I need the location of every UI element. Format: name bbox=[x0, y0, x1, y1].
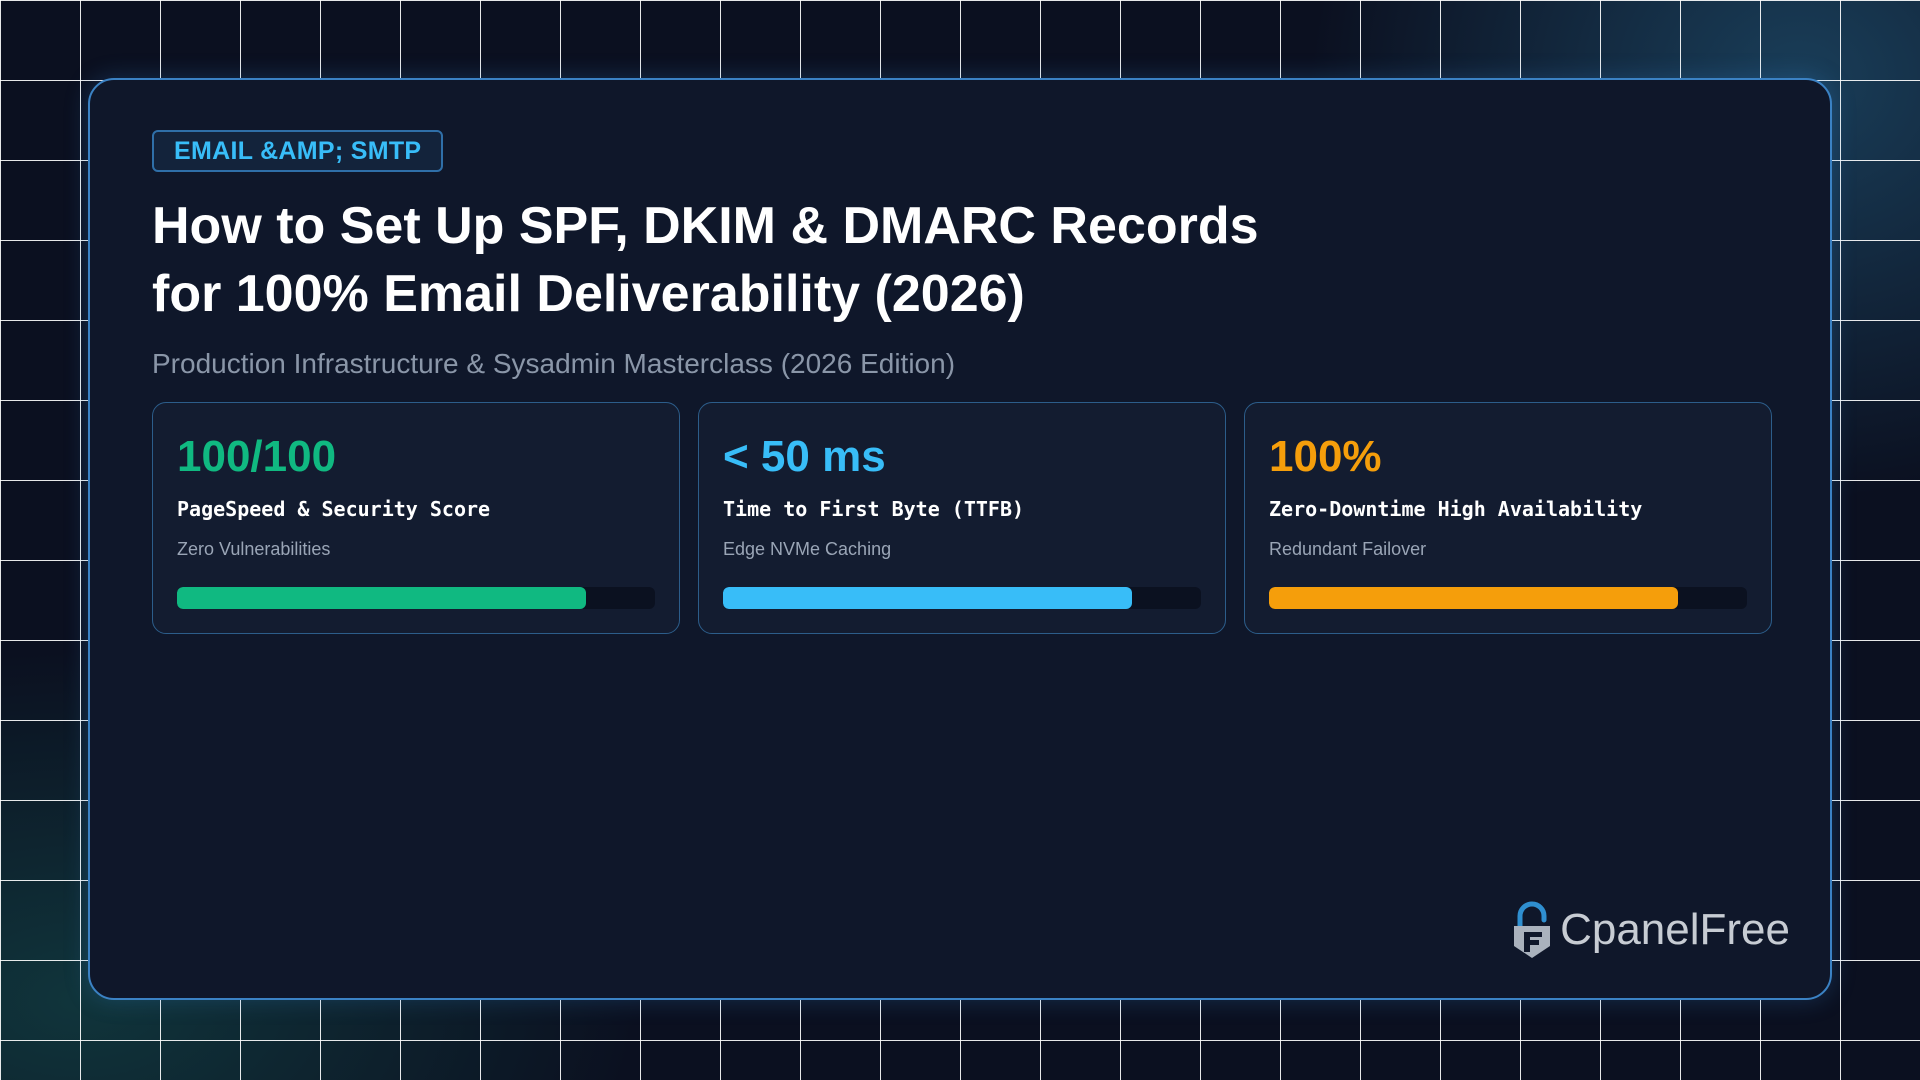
stat-card-availability: 100% Zero-Downtime High Availability Red… bbox=[1244, 402, 1772, 634]
stat-label: Zero-Downtime High Availability bbox=[1269, 497, 1643, 521]
progress-bar-fill bbox=[1269, 587, 1678, 609]
progress-bar-track bbox=[177, 587, 655, 609]
progress-bar-fill bbox=[723, 587, 1132, 609]
brand-logo: CpanelFree bbox=[1510, 898, 1790, 962]
title-line-1: How to Set Up SPF, DKIM & DMARC Records bbox=[152, 197, 1259, 255]
stat-card-ttfb: < 50 ms Time to First Byte (TTFB) Edge N… bbox=[698, 402, 1226, 634]
padlock-f-logo-icon bbox=[1514, 901, 1551, 958]
stat-card-pagespeed: 100/100 PageSpeed & Security Score Zero … bbox=[152, 402, 680, 634]
stat-sublabel: Edge NVMe Caching bbox=[723, 539, 892, 559]
brand-name: CpanelFree bbox=[1560, 905, 1790, 954]
progress-bar-fill bbox=[177, 587, 586, 609]
stat-value: 100/100 bbox=[177, 432, 337, 481]
article-card: EMAIL &AMP; SMTP How to Set Up SPF, DKIM… bbox=[88, 78, 1832, 1000]
stat-label: Time to First Byte (TTFB) bbox=[723, 497, 1025, 521]
stat-label: PageSpeed & Security Score bbox=[177, 497, 491, 521]
stat-value: < 50 ms bbox=[723, 432, 886, 481]
stat-sublabel: Zero Vulnerabilities bbox=[177, 539, 331, 559]
page-subtitle: Production Infrastructure & Sysadmin Mas… bbox=[152, 348, 956, 379]
stat-value: 100% bbox=[1269, 432, 1382, 481]
progress-bar-track bbox=[723, 587, 1201, 609]
stat-sublabel: Redundant Failover bbox=[1269, 539, 1427, 559]
stats-row: 100/100 PageSpeed & Security Score Zero … bbox=[152, 402, 1772, 634]
title-line-2: for 100% Email Deliverability (2026) bbox=[152, 265, 1025, 323]
page-title: How to Set Up SPF, DKIM & DMARC Records … bbox=[152, 192, 1552, 328]
category-tag: EMAIL &AMP; SMTP bbox=[152, 130, 444, 172]
progress-bar-track bbox=[1269, 587, 1747, 609]
